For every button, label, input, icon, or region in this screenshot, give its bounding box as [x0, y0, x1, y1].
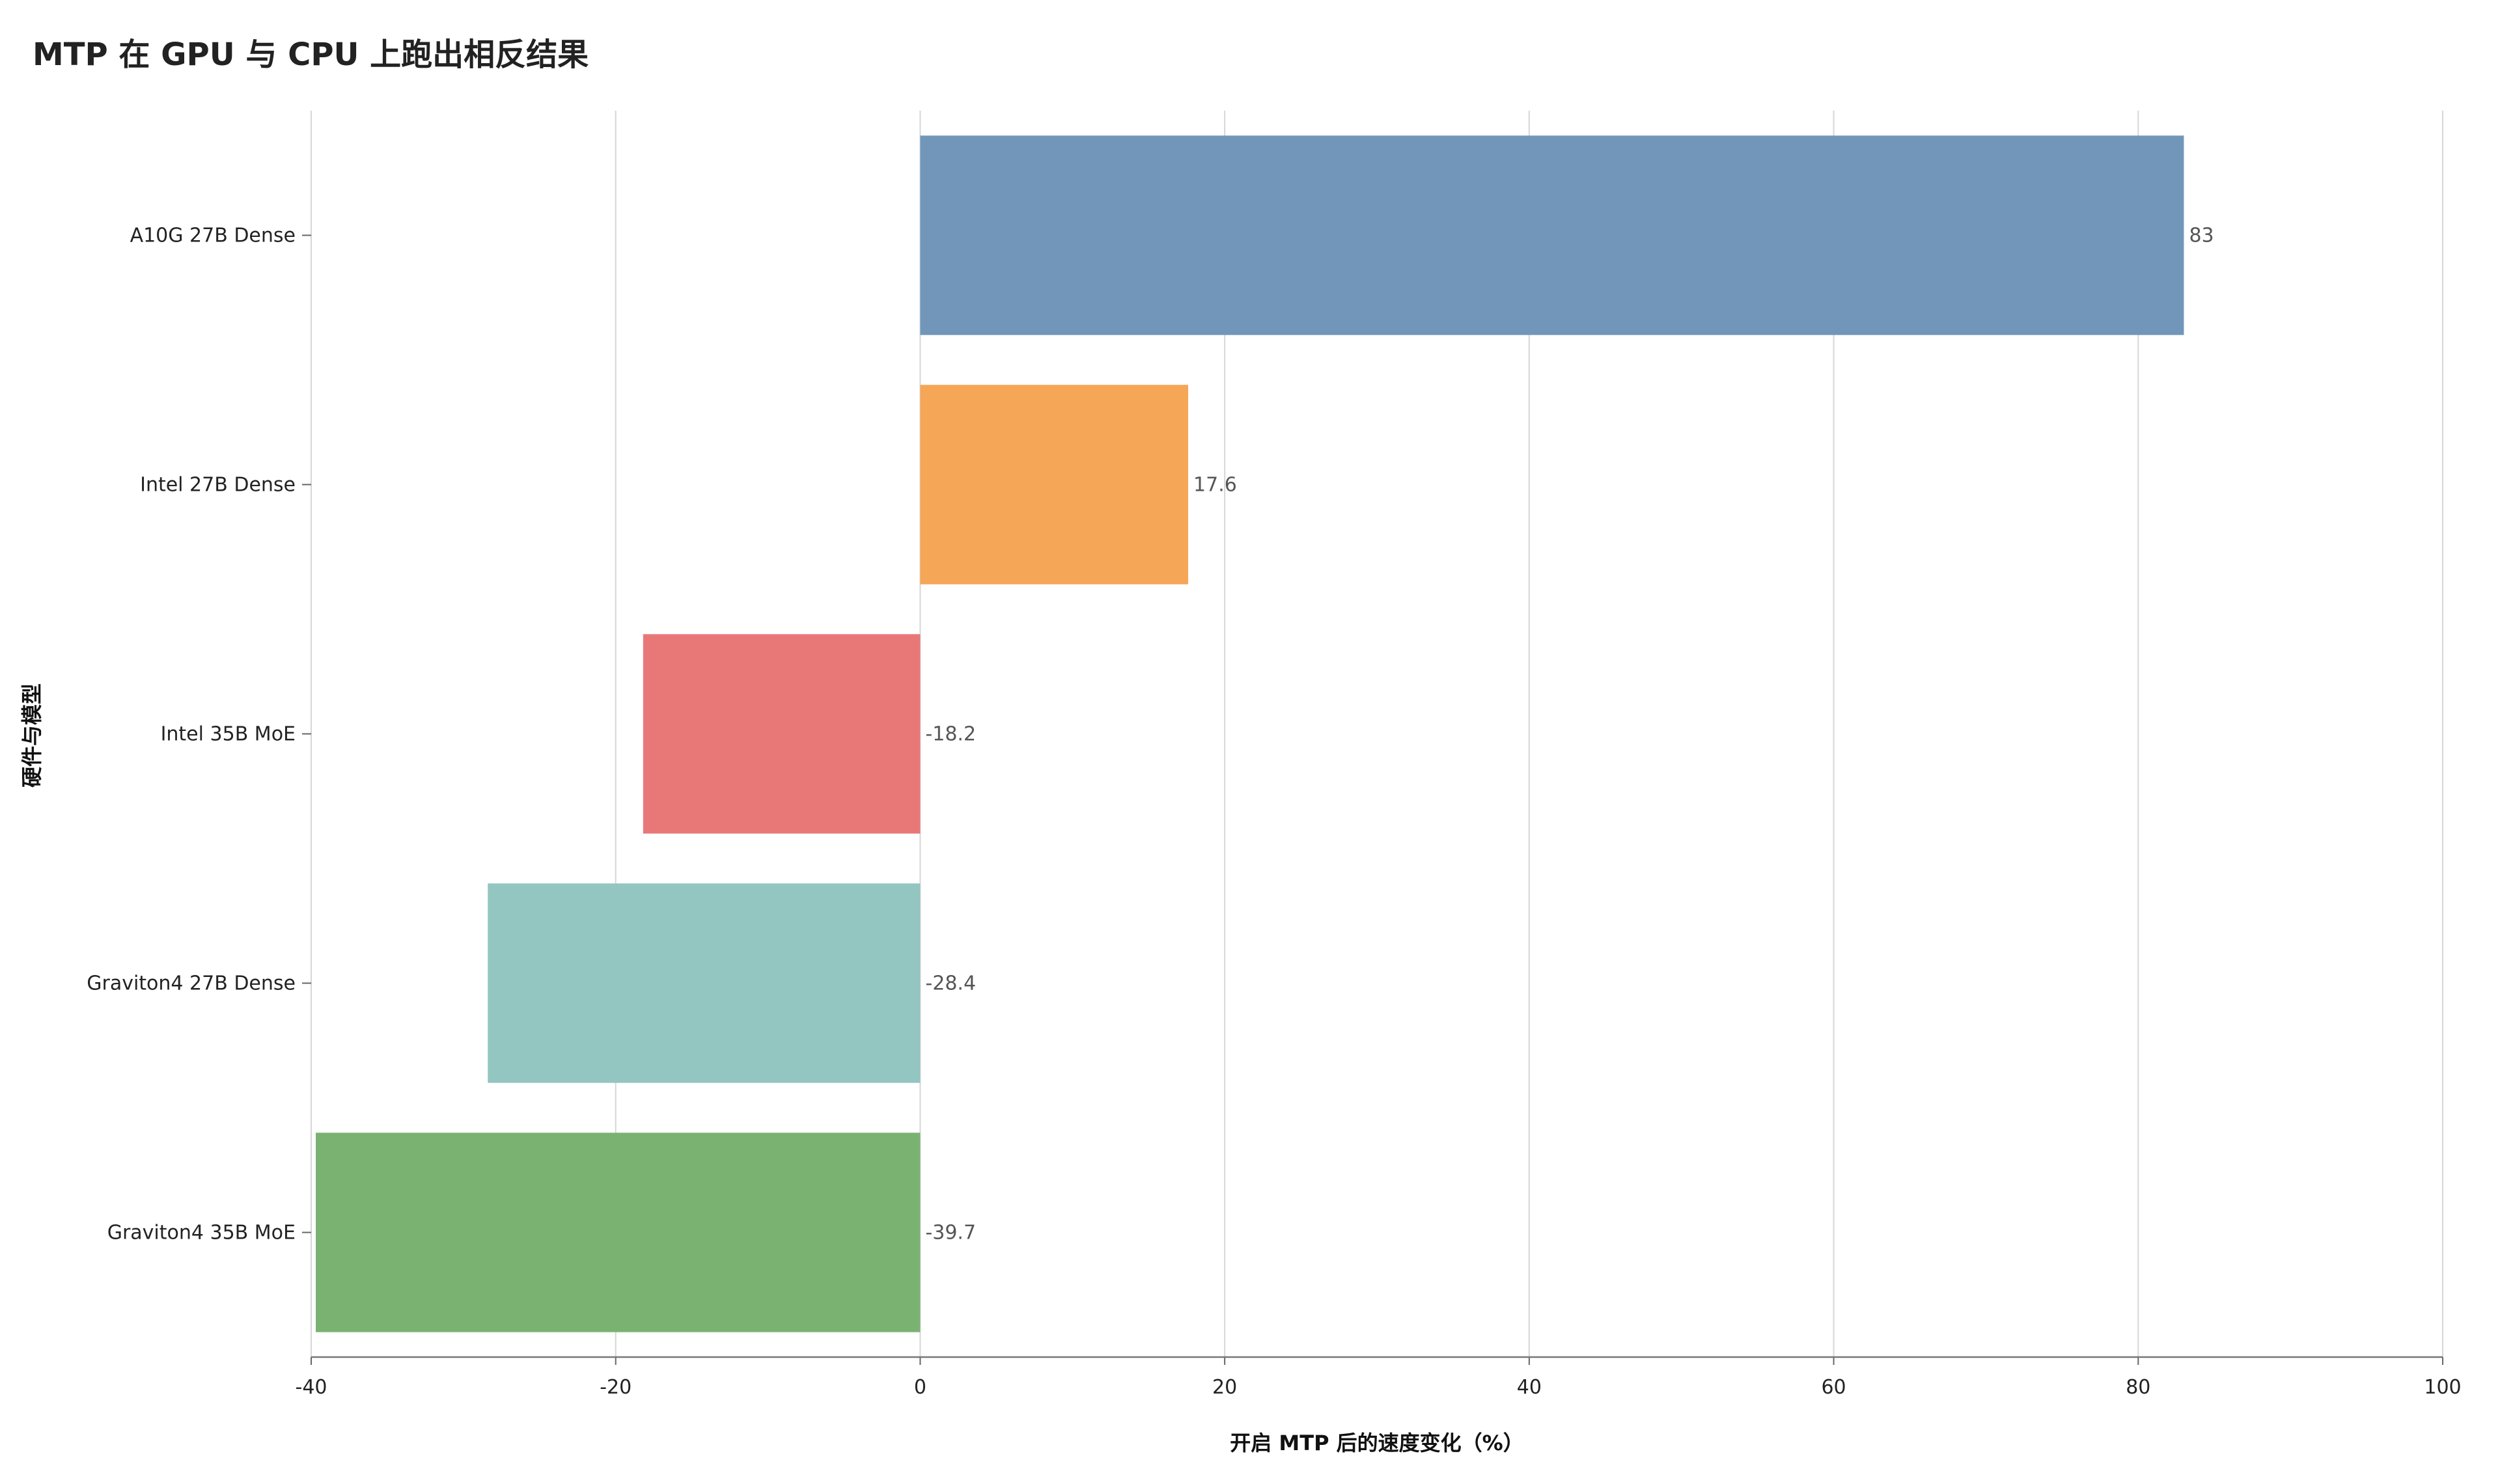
x-tick-label: 0 — [914, 1376, 926, 1399]
bar — [920, 385, 1189, 584]
bar — [316, 1133, 921, 1332]
bar — [488, 883, 921, 1083]
x-tick-label: 60 — [1821, 1376, 1846, 1399]
axes — [302, 234, 2443, 1365]
chart-title: MTP 在 GPU 与 CPU 上跑出相反结果 — [33, 36, 589, 73]
y-tick-label: Graviton4 35B MoE — [107, 1222, 296, 1244]
y-tick-label: Intel 27B Dense — [140, 474, 296, 497]
x-tick-label: 20 — [1212, 1376, 1237, 1399]
x-tick-label: -20 — [600, 1376, 632, 1399]
x-tick-label: 40 — [1517, 1376, 1542, 1399]
bars — [316, 135, 2184, 1332]
bar-value-label: -28.4 — [925, 972, 976, 995]
x-tick-label: 80 — [2126, 1376, 2150, 1399]
bar-value-label: 83 — [2189, 225, 2214, 247]
x-tick-label: -40 — [296, 1376, 327, 1399]
bar-value-label: -39.7 — [925, 1222, 976, 1244]
x-tick-label: 100 — [2424, 1376, 2461, 1399]
labels: -40 -20 0 20 40 60 80 100 A10G 27B Dense 83 Intel … — [87, 225, 2461, 1399]
y-axis-title: 硬件与模型 — [20, 683, 44, 788]
bar — [643, 634, 921, 834]
y-tick-label: Intel 35B MoE — [161, 723, 296, 746]
bar-value-label: 17.6 — [1193, 474, 1237, 497]
y-tick-label: A10G 27B Dense — [130, 225, 296, 247]
x-axis-title: 开启 MTP 后的速度变化（%） — [1230, 1431, 1523, 1455]
y-tick-label: Graviton4 27B Dense — [87, 972, 296, 995]
bar-value-label: -18.2 — [925, 723, 976, 746]
bar — [920, 135, 2184, 335]
